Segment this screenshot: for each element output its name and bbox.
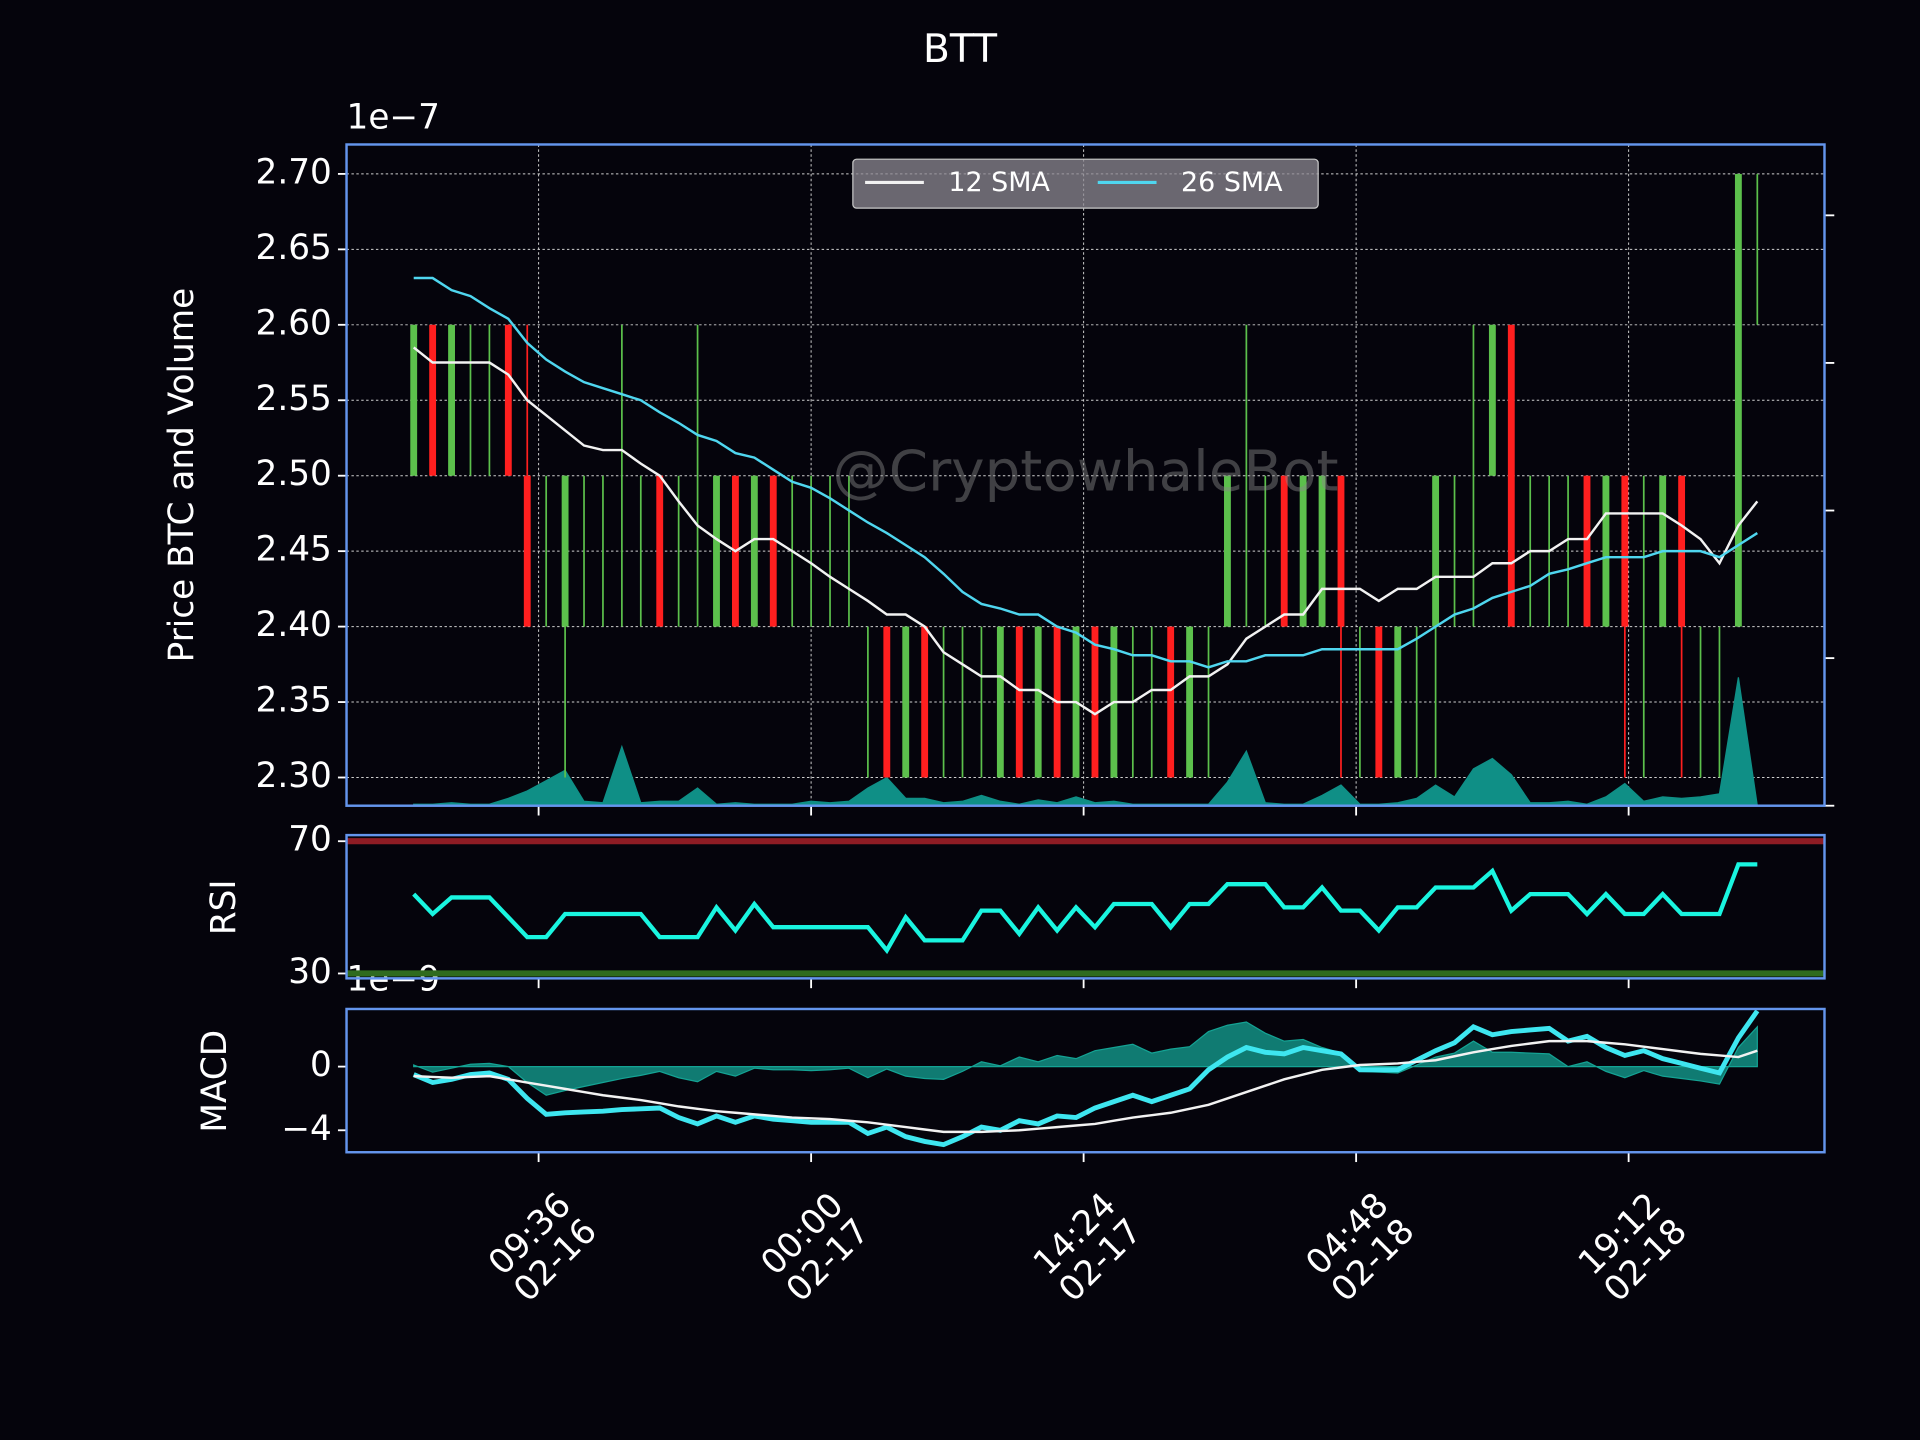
signal-line (413, 1039, 1758, 1134)
y-tick-label: 2.35 (256, 681, 332, 721)
candle-body (769, 475, 777, 627)
y-tick-label: 30 (288, 952, 332, 992)
macd-line (412, 1009, 1760, 1148)
y-tick-label: 2.60 (256, 303, 332, 343)
offset-label: 1e−7 (347, 97, 440, 137)
candle-body (1186, 626, 1194, 778)
legend-label: 12 SMA (948, 167, 1050, 198)
legend-label: 26 SMA (1181, 167, 1283, 198)
candle-body (1394, 626, 1402, 778)
candle-body (429, 324, 437, 476)
panel-frame (345, 833, 1826, 980)
candle-body (713, 475, 720, 627)
candle-body (1432, 475, 1440, 627)
y-tick-label: 2.70 (256, 152, 332, 192)
y-tick-label: 2.65 (256, 228, 332, 268)
y-tick-label: 2.40 (256, 605, 332, 645)
legend-box (852, 158, 1319, 209)
chart-title: BTT (923, 27, 998, 72)
candle-body (1602, 475, 1610, 627)
y-tick-label: −4 (281, 1109, 332, 1149)
y-tick-label: 2.45 (256, 530, 332, 570)
candle-body (1167, 626, 1175, 778)
panel-frame (345, 143, 1826, 807)
candle-body (504, 324, 512, 476)
candle-body (410, 324, 418, 476)
candle-body (1299, 475, 1307, 627)
candle-body (996, 626, 1004, 778)
watermark: @CryptowhaleBot (832, 440, 1338, 505)
candle-body (1583, 475, 1591, 627)
candle-body (883, 626, 891, 778)
candle-body (561, 475, 569, 627)
y-axis-label: MACD (195, 1030, 235, 1133)
candle-body (1621, 475, 1629, 627)
y-axis-label: Price BTC and Volume (162, 288, 202, 663)
candle-body (902, 626, 910, 778)
candle-body (1091, 626, 1099, 778)
candle-body (448, 324, 455, 476)
candle-body (1734, 173, 1742, 627)
candle-body (656, 475, 664, 627)
macd-histogram (413, 1021, 1758, 1096)
candle-body (1507, 324, 1515, 627)
y-tick-label: 2.30 (256, 756, 332, 796)
y-tick-label: 70 (288, 820, 332, 860)
y-tick-label: 0 (310, 1045, 332, 1085)
volume-area (413, 677, 1759, 807)
candle-body (1488, 324, 1496, 476)
candle-body (523, 475, 531, 627)
sma-line (412, 346, 1759, 716)
y-tick-label: 2.50 (256, 454, 332, 494)
candle-body (1337, 475, 1345, 627)
y-axis-label: RSI (204, 880, 244, 936)
candle-body (1034, 626, 1042, 778)
candle-body (1280, 475, 1288, 627)
candle-body (1318, 475, 1326, 627)
y-tick-label: 2.55 (256, 379, 332, 419)
sma-line (413, 276, 1758, 669)
candle-body (750, 475, 758, 627)
rsi-line (412, 862, 1758, 955)
candle-body (1224, 475, 1231, 627)
candle-body (1375, 626, 1383, 778)
candle-body (921, 626, 929, 778)
panel-frame (345, 1007, 1826, 1154)
candle-body (1015, 626, 1023, 778)
